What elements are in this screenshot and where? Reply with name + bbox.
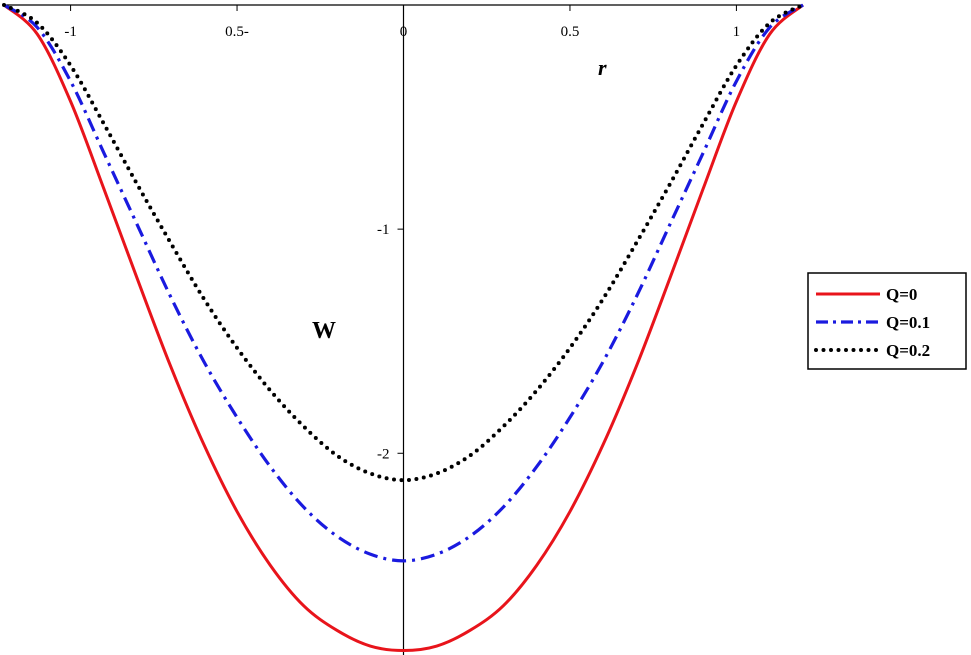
x-tick-label: 1 <box>733 24 741 40</box>
legend-label-2: Q=0.1 <box>886 313 930 332</box>
y-axis-title: W <box>312 318 336 344</box>
y-tick-label: -1 <box>377 222 390 238</box>
x-tick-label: -1 <box>64 24 77 40</box>
series-line-1 <box>3 3 804 653</box>
x-tick-label: 0.5- <box>225 24 249 40</box>
x-tick-label: 0 <box>400 24 408 40</box>
series-line-2 <box>3 3 804 563</box>
x-tick-label: 0.5 <box>561 24 580 40</box>
axes <box>4 4 803 655</box>
plot-area <box>2 3 805 653</box>
tick-labels: -1 0.5- 0 0.5 1 -1 -2 <box>64 24 740 462</box>
y-tick-label: -2 <box>377 446 390 462</box>
legend-label-1: Q=0 <box>886 285 917 304</box>
series-line-3 <box>2 3 805 483</box>
legend-label-3: Q=0.2 <box>886 341 930 360</box>
x-axis-title: r <box>598 55 607 80</box>
legend: Q=0 Q=0.1 Q=0.2 <box>807 272 967 370</box>
